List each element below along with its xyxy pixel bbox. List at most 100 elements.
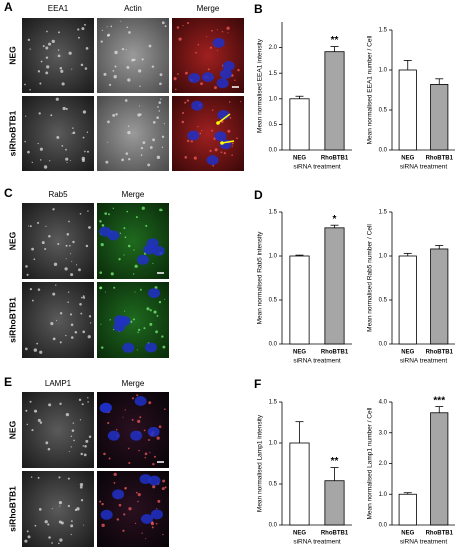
texture xyxy=(81,296,83,299)
bar xyxy=(289,255,310,345)
texture xyxy=(226,26,230,30)
texture xyxy=(84,150,86,153)
texture xyxy=(41,241,45,245)
panel-letter: E xyxy=(4,375,12,389)
texture xyxy=(211,129,214,132)
texture xyxy=(128,157,131,161)
texture xyxy=(87,397,89,399)
column-title: Merge xyxy=(122,379,145,388)
row-label: siRhoBTB1 xyxy=(7,297,17,343)
y-axis-label: Mean normalised Rab5 intensity xyxy=(257,231,264,325)
x-axis-label: siRNA treatment xyxy=(400,539,448,546)
texture xyxy=(69,160,71,162)
y-tick-label: 2.0 xyxy=(379,461,388,467)
y-tick-label: 1.0 xyxy=(269,441,278,447)
texture xyxy=(151,526,154,529)
texture xyxy=(123,227,126,230)
y-tick-label: 3.0 xyxy=(379,430,388,436)
texture xyxy=(142,141,146,145)
texture xyxy=(234,79,236,81)
texture xyxy=(137,493,141,497)
texture xyxy=(126,66,130,69)
texture xyxy=(90,322,92,324)
texture xyxy=(124,409,126,411)
texture xyxy=(201,129,203,132)
texture xyxy=(221,31,224,33)
y-tick-label: 1.0 xyxy=(379,492,388,498)
column-title: Merge xyxy=(197,4,220,13)
panel-letter: A xyxy=(4,0,13,14)
texture xyxy=(146,307,150,311)
texture xyxy=(207,68,210,71)
texture xyxy=(184,71,188,75)
arrow-head xyxy=(220,141,224,145)
texture xyxy=(101,502,104,506)
texture xyxy=(228,101,231,103)
bar xyxy=(398,493,417,526)
texture xyxy=(229,117,232,119)
nucleus xyxy=(134,395,147,406)
texture xyxy=(59,312,63,315)
texture xyxy=(82,330,86,334)
bar xyxy=(430,84,449,151)
x-tick-label: NEG xyxy=(401,350,414,356)
texture xyxy=(79,213,82,215)
texture xyxy=(190,140,193,143)
texture xyxy=(128,461,131,464)
texture xyxy=(47,523,50,526)
texture xyxy=(119,232,122,235)
bar xyxy=(324,480,345,526)
texture xyxy=(33,409,38,413)
column-title: LAMP1 xyxy=(45,379,72,388)
nucleus xyxy=(130,430,143,441)
nucleus xyxy=(148,288,161,299)
texture xyxy=(161,209,163,211)
texture xyxy=(112,70,115,72)
y-tick-label: 0.5 xyxy=(269,482,278,488)
texture xyxy=(112,113,116,117)
nucleus xyxy=(107,430,120,441)
texture xyxy=(113,286,116,289)
texture xyxy=(82,110,87,114)
texture xyxy=(157,106,159,108)
y-tick-label: 0.0 xyxy=(269,148,278,154)
texture xyxy=(38,507,42,511)
texture xyxy=(114,50,118,55)
texture xyxy=(72,127,74,129)
texture xyxy=(125,49,127,51)
texture xyxy=(84,67,88,70)
texture xyxy=(187,21,190,25)
texture xyxy=(118,258,121,261)
texture xyxy=(27,225,30,227)
texture xyxy=(37,70,41,73)
bar xyxy=(398,255,417,345)
texture xyxy=(67,504,70,508)
texture xyxy=(106,26,108,28)
texture xyxy=(24,347,28,351)
texture xyxy=(145,224,148,227)
micrograph xyxy=(22,203,94,279)
texture xyxy=(68,451,70,453)
texture xyxy=(72,131,76,135)
texture xyxy=(193,156,197,160)
texture xyxy=(110,25,113,28)
x-tick-label: NEG xyxy=(401,531,414,537)
texture xyxy=(49,160,51,162)
texture xyxy=(107,213,110,216)
micrograph xyxy=(22,471,94,547)
micrograph xyxy=(22,282,94,358)
nucleus xyxy=(201,72,214,83)
texture xyxy=(62,106,66,111)
texture xyxy=(158,425,162,429)
y-tick-label: 0.5 xyxy=(269,122,278,128)
texture xyxy=(104,212,108,215)
bar xyxy=(324,227,345,345)
texture xyxy=(70,336,74,339)
texture xyxy=(137,331,139,334)
x-axis-label: siRNA treatment xyxy=(293,358,341,365)
texture xyxy=(186,139,190,143)
texture xyxy=(103,452,106,456)
y-tick-label: 0.5 xyxy=(379,108,388,114)
nucleus xyxy=(222,61,235,72)
